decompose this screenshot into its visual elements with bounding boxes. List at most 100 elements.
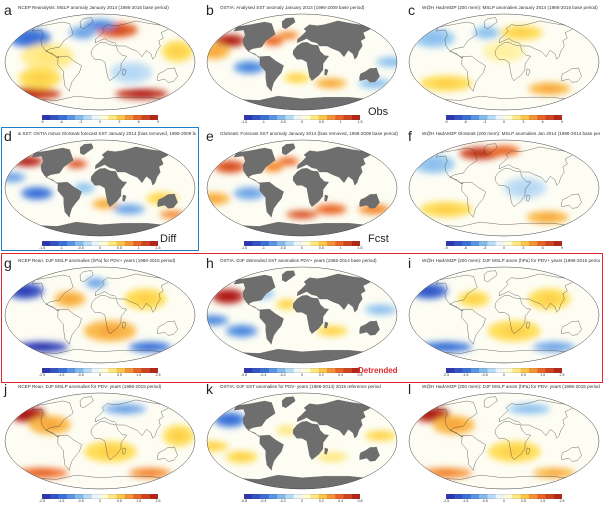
continent-namerica	[31, 274, 74, 311]
colorbar-tick-label: -2.5	[38, 373, 46, 377]
continent-arabia_madag	[122, 321, 127, 329]
continent-eurasia	[498, 399, 576, 439]
map-panel-e: e GloSea5: Forecast SST anomaly January 2…	[204, 128, 400, 251]
colorbar-tick-label: -6	[59, 120, 63, 124]
continent-samerica	[57, 181, 82, 218]
colorbar-tick-label: 0.4	[338, 499, 344, 503]
colorbar-tick-label: -9	[444, 246, 448, 250]
continent-eurasia	[498, 146, 576, 186]
colorbar-tick-label: -0.5	[77, 499, 84, 503]
colorbar	[42, 494, 158, 499]
panel-title: NCEP Reanalysis: MSLP anomaly January 20…	[18, 5, 169, 10]
continent-antarctica	[235, 474, 369, 489]
map-panel-g: g NCEP Rean. DJF MSLP anomalies (hPa) for…	[2, 255, 198, 378]
colorbar-tick-label: 0.2	[318, 373, 324, 377]
colorbar-tick-label: 6	[541, 246, 544, 250]
colorbar-tick-label: -0.8	[240, 499, 248, 503]
panel-letter: h	[206, 255, 214, 271]
map-panel-k: k OSTIA: DJF SST anomalies for PDV- years…	[204, 381, 400, 504]
colorbar-tick-label: 0	[301, 246, 303, 250]
continent-namerica	[31, 147, 74, 184]
colorbar-tick-label: -0.4	[260, 499, 267, 503]
colorbar-tick-label: 9	[561, 246, 563, 250]
continent-namerica	[233, 21, 276, 58]
colorbar-tick-label: 0	[503, 120, 505, 124]
colorbar-tick-label: 2.5	[155, 373, 161, 377]
panel-letter: a	[4, 2, 12, 18]
anomaly-map	[408, 392, 600, 490]
colorbar-ticks: -2.5 -1.5 -0.5 0 0.5 1.5 2.5	[38, 373, 161, 378]
map-panel-a: a NCEP Reanalysis: MSLP anomaly January 2…	[2, 2, 198, 125]
colorbar-ticks: -9 -6 -3 0 3 6 9	[444, 120, 563, 125]
colorbar-tick-label: -1	[59, 246, 63, 250]
continent-samerica	[461, 55, 486, 92]
continent-greenland	[281, 17, 296, 30]
continent-antarctica	[437, 474, 571, 489]
anomaly-map	[408, 139, 600, 237]
continent-namerica	[31, 21, 74, 58]
map-panel-f: f W@H HadAM3P GloSea5 (200 mem): MSLP ano…	[406, 128, 602, 251]
continent-arabia_madag	[526, 321, 531, 329]
continent-eurasia	[498, 20, 576, 60]
continent-samerica	[461, 434, 486, 471]
continent-arabia_madag	[526, 68, 531, 76]
colorbar-tick-label: -0.5	[77, 246, 84, 250]
colorbar	[42, 368, 158, 373]
colorbar-tick-label: -2.5	[442, 499, 450, 503]
continent-africa	[90, 295, 128, 334]
colorbar-tick-label: 0	[503, 246, 505, 250]
continent-samerica	[57, 308, 82, 345]
colorbar-tick-label: 1.5	[357, 120, 363, 124]
map-panel-b: b OSTIA: Analysed SST anomaly January 201…	[204, 2, 400, 125]
panel-letter: l	[408, 381, 412, 397]
anomaly-map	[206, 266, 398, 364]
colorbar-tick-label: 0.5	[318, 246, 324, 250]
colorbar-tick-label: -9	[40, 120, 44, 124]
colorbar-tick-label: 1.5	[540, 373, 546, 377]
colorbar-tick-label: 0.5	[116, 373, 122, 377]
colorbar-tick-label: -1.5	[462, 499, 469, 503]
colorbar-ticks: -9 -6 -3 0 3 6 9	[444, 246, 563, 251]
colorbar	[244, 115, 360, 120]
continent-eurasia	[94, 399, 172, 439]
panel-letter: j	[4, 381, 8, 397]
continent-eurasia	[498, 273, 576, 313]
colorbar	[244, 368, 360, 373]
continent-africa	[494, 42, 532, 81]
colorbar-tick-label: -1.5	[58, 499, 65, 503]
colorbar-tick-label: 9	[561, 120, 563, 124]
panel-title: W@H HadAM3P (200 mem): DJF MSLP anom (hP…	[422, 384, 600, 389]
panel-title: W@H HadAM3P (200 mem): MSLP anomalies Ja…	[422, 5, 598, 10]
continent-eurasia	[296, 20, 373, 60]
anomaly-map	[206, 139, 398, 237]
continent-samerica	[259, 308, 284, 345]
continent-greenland	[281, 270, 296, 283]
colorbar-ticks: -1.5 -1 -0.5 0 0.5 1 1.5	[241, 120, 363, 125]
colorbar-ticks: -2.5 -1.5 -0.5 0 0.5 1.5 2.5	[442, 499, 565, 504]
colorbar-tick-label: -6	[463, 120, 467, 124]
colorbar-tick-label: -0.5	[481, 373, 488, 377]
colorbar-tick-label: 0.8	[357, 373, 363, 377]
continent-antarctica	[437, 95, 571, 110]
continent-australia	[157, 446, 178, 462]
colorbar	[42, 115, 158, 120]
colorbar-tick-label: 1.5	[540, 499, 546, 503]
map-panel-c: c W@H HadAM3P (200 mem): MSLP anomalies J…	[406, 2, 602, 125]
continent-namerica	[435, 400, 478, 437]
continent-arabia_madag	[324, 321, 329, 329]
continent-greenland	[483, 143, 498, 156]
colorbar-tick-label: -2.5	[38, 499, 46, 503]
continent-namerica	[435, 21, 478, 58]
colorbar-tick-label: 1.5	[357, 246, 363, 250]
colorbar-tick-label: 1.5	[155, 246, 161, 250]
colorbar-tick-label: -1.5	[38, 246, 46, 250]
panel-letter: b	[206, 2, 214, 18]
continent-antarctica	[235, 221, 369, 236]
continent-eurasia	[94, 146, 171, 186]
colorbar-tick-label: 1.5	[136, 499, 142, 503]
map-panel-j: j NCEP Rean. DJF MSLP anomalies for PDV- …	[2, 381, 198, 504]
panel-letter: d	[4, 128, 12, 144]
continent-samerica	[259, 55, 284, 92]
panel-title: W@H HadAM3P (200 mem): DJF MSLP anom (hP…	[422, 258, 600, 263]
panel-letter: i	[408, 255, 412, 271]
